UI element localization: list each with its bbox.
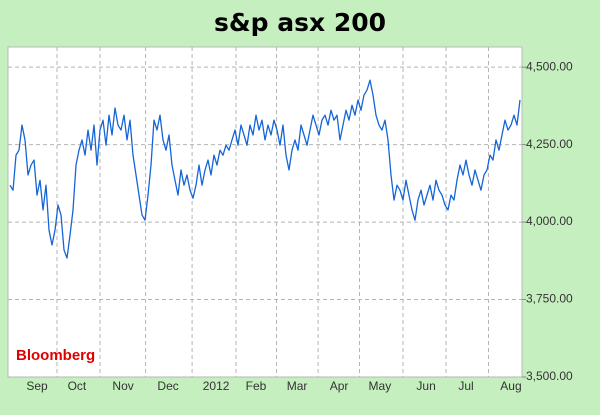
y-tick-label: 4,500.00 xyxy=(526,59,573,73)
x-tick-label: Oct xyxy=(68,379,87,393)
plot-area xyxy=(7,46,523,378)
y-tick-label: 4,250.00 xyxy=(526,137,573,151)
x-tick-label: Dec xyxy=(157,379,178,393)
y-tick-label: 4,000.00 xyxy=(526,214,573,228)
y-tick-label: 3,750.00 xyxy=(526,292,573,306)
x-tick-label: Aug xyxy=(500,379,521,393)
price-line xyxy=(9,79,521,259)
x-tick-label: Apr xyxy=(330,379,349,393)
x-tick-label: May xyxy=(369,379,392,393)
x-tick-label: Nov xyxy=(112,379,133,393)
x-tick-label: Mar xyxy=(287,379,308,393)
x-tick-label: 2012 xyxy=(203,379,230,393)
x-tick-label: Jun xyxy=(416,379,435,393)
x-tick-label: Jul xyxy=(458,379,473,393)
chart-title: s&p asx 200 xyxy=(214,8,386,37)
source-label: Bloomberg xyxy=(16,347,95,364)
y-tick-label: 3,500.00 xyxy=(526,369,573,383)
x-tick-label: Feb xyxy=(246,379,267,393)
x-tick-label: Sep xyxy=(26,379,48,393)
